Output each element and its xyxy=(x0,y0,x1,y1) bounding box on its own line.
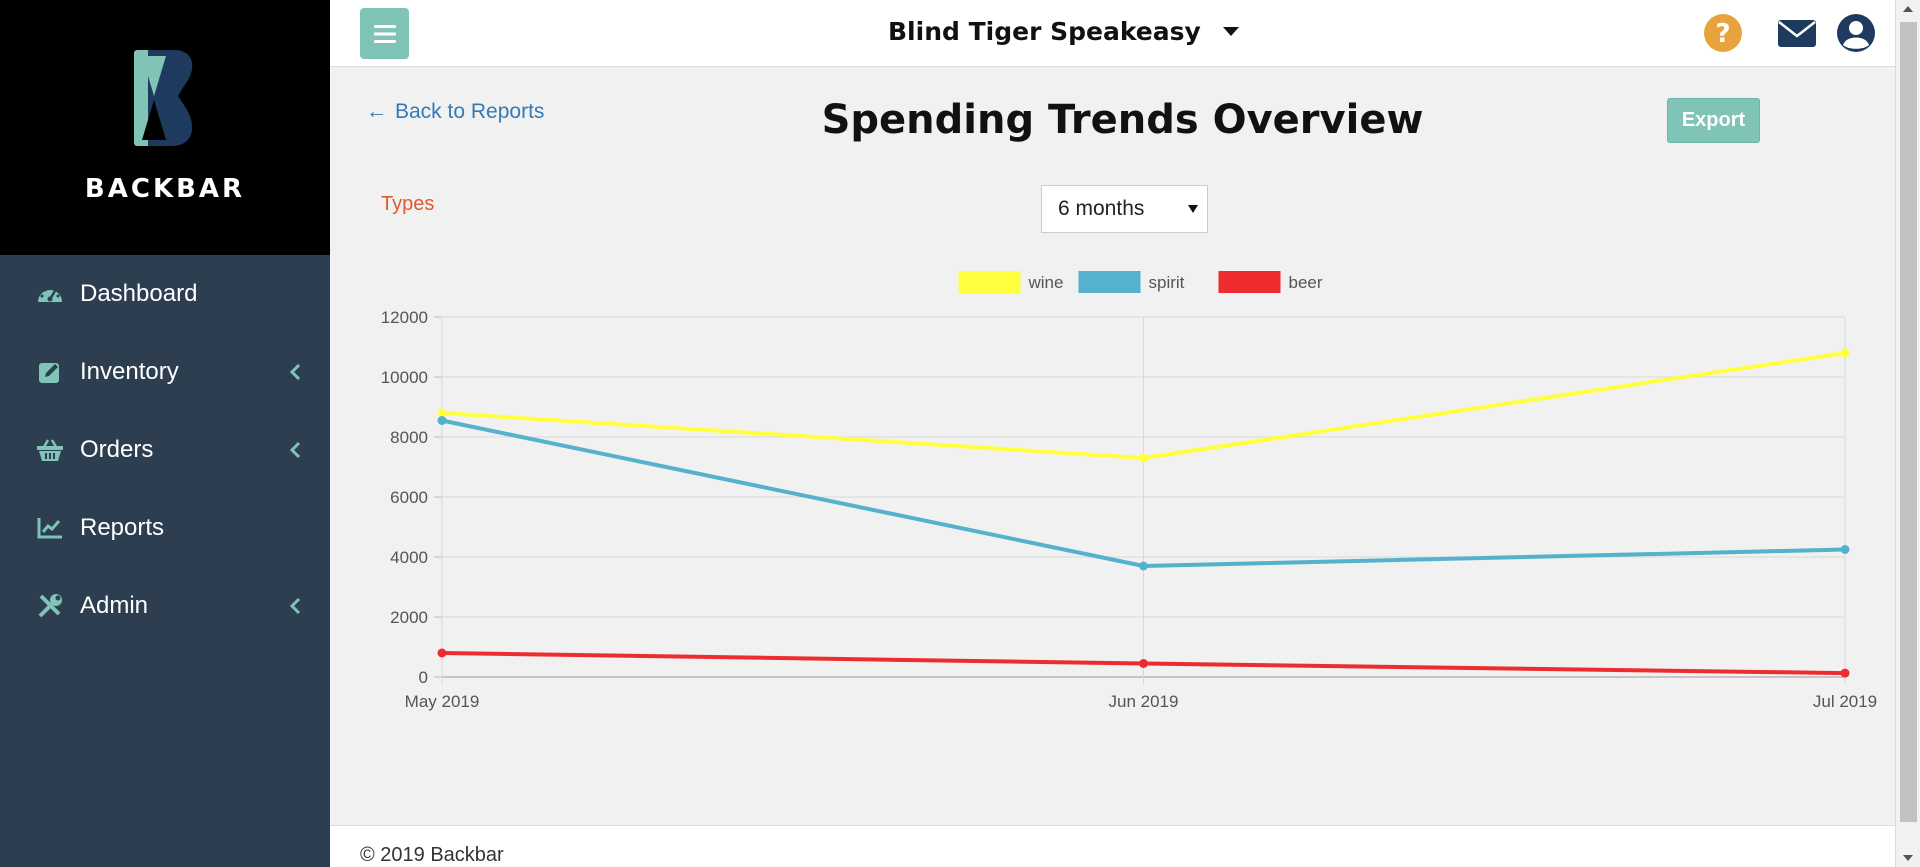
y-tick-label: 0 xyxy=(419,668,428,687)
scroll-down-icon[interactable] xyxy=(1903,855,1913,861)
y-tick-label: 8000 xyxy=(390,428,428,447)
y-tick-label: 12000 xyxy=(381,308,428,327)
y-tick-label: 2000 xyxy=(390,608,428,627)
spending-trends-chart: 0 2000 4000 6000 8000 10000 12000 May 2019 Jun 2… xyxy=(381,271,1877,711)
types-filter-link[interactable]: Types xyxy=(381,193,435,215)
period-select[interactable]: 6 months xyxy=(1041,185,1208,233)
tools-icon xyxy=(36,592,64,620)
data-point-beer xyxy=(1139,659,1148,668)
data-point-wine xyxy=(437,408,447,418)
sidebar-item-reports[interactable]: Reports xyxy=(0,489,330,567)
legend-label-spirit: spirit xyxy=(1149,273,1185,292)
line-chart-icon xyxy=(36,514,64,542)
sidebar-item-dashboard[interactable]: Dashboard xyxy=(0,255,330,333)
data-point-spirit xyxy=(1139,561,1148,571)
page-title: Spending Trends Overview xyxy=(821,97,1424,143)
arrow-left-icon: ← xyxy=(366,100,387,123)
select-arrow-icon xyxy=(1188,205,1198,213)
back-to-reports-link[interactable]: ← Back to Reports xyxy=(366,100,544,124)
main-content: ← Back to Reports Spending Trends Overvi… xyxy=(330,67,1895,825)
y-tick-label: 4000 xyxy=(390,548,428,567)
sidebar-item-label: Admin xyxy=(80,592,149,619)
chevron-left-icon xyxy=(289,441,301,459)
user-icon[interactable] xyxy=(1836,13,1876,53)
sidebar-item-orders[interactable]: Orders xyxy=(0,411,330,489)
data-point-wine xyxy=(1840,348,1850,358)
sidebar-item-label: Dashboard xyxy=(80,280,198,307)
x-tick-label: May 2019 xyxy=(405,692,480,711)
legend-label-wine: wine xyxy=(1028,273,1064,292)
legend-swatch-beer xyxy=(1218,271,1281,293)
data-point-beer xyxy=(437,648,447,658)
edit-icon xyxy=(36,358,64,386)
data-point-wine xyxy=(1139,453,1148,463)
sidebar-item-admin[interactable]: Admin xyxy=(0,567,330,645)
back-link-label: Back to Reports xyxy=(395,100,545,123)
export-button[interactable]: Export xyxy=(1667,98,1760,143)
mail-icon[interactable] xyxy=(1777,13,1817,53)
help-icon[interactable]: ? xyxy=(1703,13,1743,53)
venue-name: Blind Tiger Speakeasy xyxy=(888,17,1201,46)
legend-swatch-wine xyxy=(958,271,1021,293)
period-select-value: 6 months xyxy=(1058,197,1145,220)
sidebar-nav: Dashboard Inventory Orders Reports xyxy=(0,255,330,645)
chevron-left-icon xyxy=(289,597,301,615)
sidebar: BACKBAR Dashboard Inventory Orders xyxy=(0,0,330,867)
caret-down-icon xyxy=(1222,27,1239,36)
x-tick-label: Jun 2019 xyxy=(1109,692,1179,711)
sidebar-item-label: Orders xyxy=(80,436,154,463)
x-tick-label: Jul 2019 xyxy=(1813,692,1877,711)
brand[interactable]: BACKBAR xyxy=(0,0,330,255)
y-tick-label: 10000 xyxy=(381,368,428,387)
footer: © 2019 Backbar xyxy=(330,825,1895,867)
chevron-left-icon xyxy=(289,363,301,381)
y-tick-label: 6000 xyxy=(390,488,428,507)
footer-copyright: © 2019 Backbar xyxy=(360,844,504,866)
sidebar-item-label: Reports xyxy=(80,514,165,541)
vertical-scrollbar[interactable] xyxy=(1895,0,1920,867)
sidebar-item-label: Inventory xyxy=(80,358,179,385)
data-point-spirit xyxy=(437,416,447,425)
hamburger-icon xyxy=(373,24,396,43)
sidebar-item-inventory[interactable]: Inventory xyxy=(0,333,330,411)
brand-name: BACKBAR xyxy=(84,174,246,204)
backbar-logo-icon xyxy=(134,50,193,146)
svg-text:?: ? xyxy=(1715,19,1730,49)
data-point-beer xyxy=(1840,668,1850,678)
menu-toggle-button[interactable] xyxy=(360,8,409,59)
dashboard-icon xyxy=(36,280,64,308)
topbar: Blind Tiger Speakeasy ? xyxy=(330,0,1895,67)
scrollbar-thumb[interactable] xyxy=(1900,22,1917,822)
legend-swatch-spirit xyxy=(1078,271,1141,293)
basket-icon xyxy=(36,436,64,464)
scroll-up-icon[interactable] xyxy=(1903,6,1913,12)
data-point-spirit xyxy=(1840,545,1850,554)
legend-label-beer: beer xyxy=(1289,273,1323,292)
venue-selector[interactable]: Blind Tiger Speakeasy xyxy=(888,17,1239,46)
